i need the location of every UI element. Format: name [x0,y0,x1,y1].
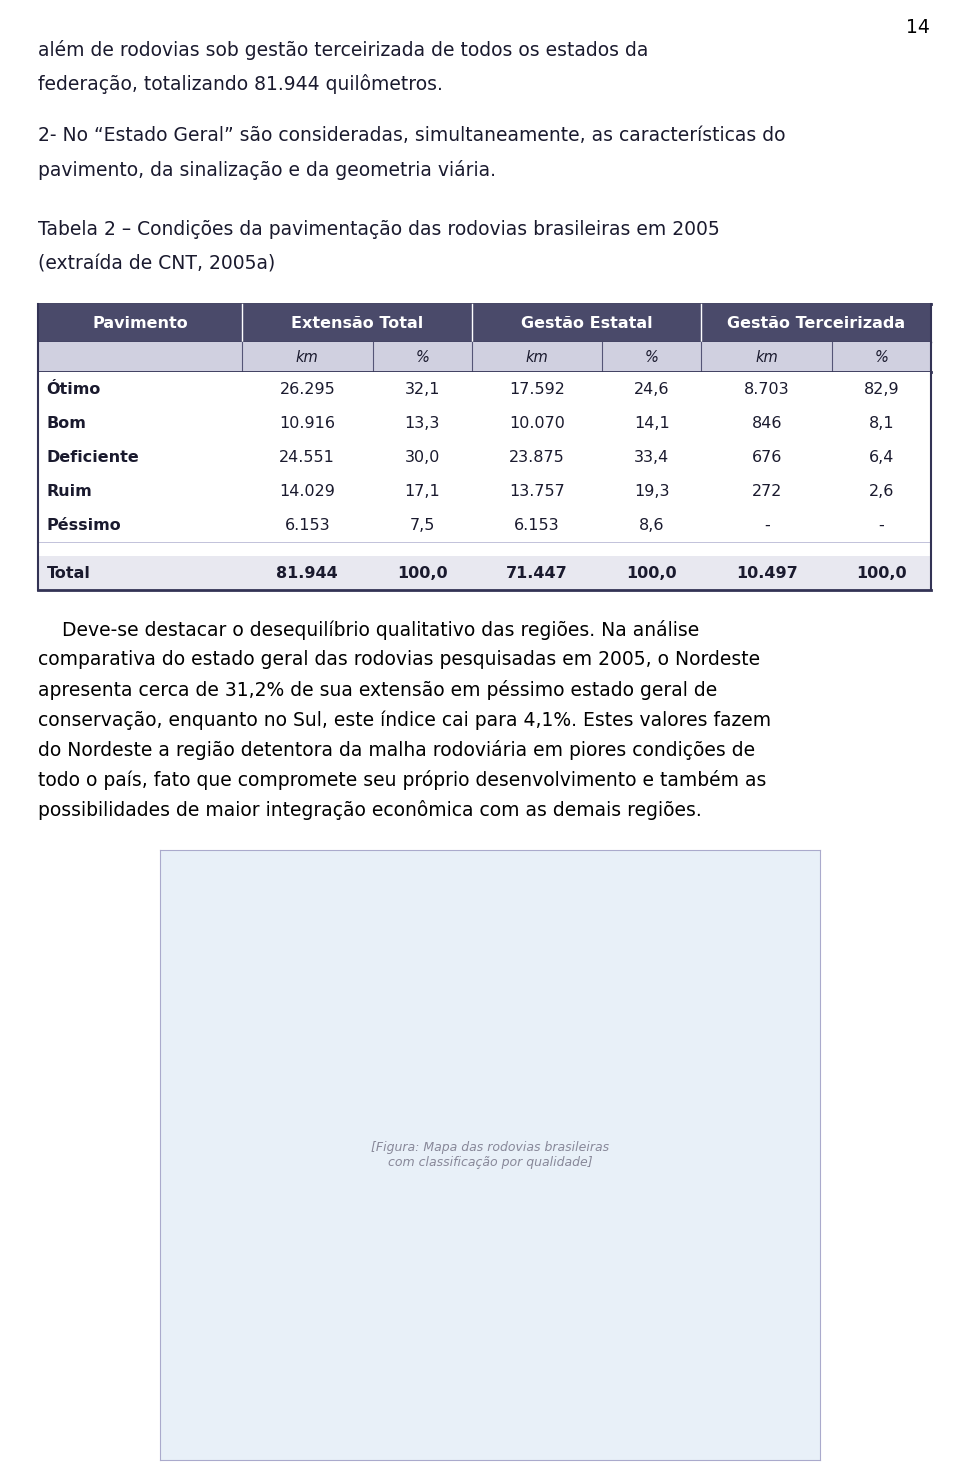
Text: federação, totalizando 81.944 quilômetros.: federação, totalizando 81.944 quilômetro… [38,74,444,94]
Text: conservação, enquanto no Sul, este índice cai para 4,1%. Estes valores fazem: conservação, enquanto no Sul, este índic… [38,710,772,730]
Text: 676: 676 [752,450,782,465]
Text: 846: 846 [752,415,782,431]
Text: 2- No “Estado Geral” são consideradas, simultaneamente, as características do: 2- No “Estado Geral” são consideradas, s… [38,127,786,146]
Text: Deve-se destacar o desequilíbrio qualitativo das regiões. Na análise: Deve-se destacar o desequilíbrio qualita… [38,619,700,640]
Bar [38,507,931,541]
Text: km: km [756,350,779,365]
Text: 2,6: 2,6 [869,484,895,499]
Text: 17.592: 17.592 [509,381,564,397]
Text: 24,6: 24,6 [635,381,670,397]
Text: 100,0: 100,0 [856,565,907,581]
Bar [38,372,931,406]
Text: 100,0: 100,0 [396,565,447,581]
Text: %: % [875,350,889,365]
Bar [160,850,820,1461]
Text: Péssimo: Péssimo [46,518,121,533]
Text: 8,6: 8,6 [639,518,664,533]
Text: 13,3: 13,3 [404,415,440,431]
Text: %: % [645,350,659,365]
Text: 14.029: 14.029 [279,484,335,499]
Text: 8,1: 8,1 [869,415,895,431]
Text: pavimento, da sinalização e da geometria viária.: pavimento, da sinalização e da geometria… [38,160,496,179]
Text: além de rodovias sob gestão terceirizada de todos os estados da: além de rodovias sob gestão terceirizada… [38,40,649,60]
Text: 8.703: 8.703 [744,381,789,397]
Text: km: km [526,350,548,365]
Text: 272: 272 [752,484,782,499]
Text: 82,9: 82,9 [864,381,900,397]
Text: 6.153: 6.153 [284,518,330,533]
Text: -: - [878,518,884,533]
Text: Ruim: Ruim [46,484,92,499]
Text: km: km [296,350,319,365]
Text: Ótimo: Ótimo [46,381,101,397]
Text: Total: Total [46,565,90,581]
Text: 17,1: 17,1 [404,484,440,499]
Text: do Nordeste a região detentora da malha rodoviária em piores condições de: do Nordeste a região detentora da malha … [38,740,756,761]
Bar [38,304,931,341]
Text: 24.551: 24.551 [279,450,335,465]
Text: 10.070: 10.070 [509,415,564,431]
Text: Tabela 2 – Condições da pavimentação das rodovias brasileiras em 2005: Tabela 2 – Condições da pavimentação das… [38,221,720,238]
Text: 14,1: 14,1 [634,415,670,431]
Bar [38,556,931,590]
Bar [38,341,931,372]
Text: 19,3: 19,3 [635,484,670,499]
Text: [Figura: Mapa das rodovias brasileiras
com classificação por qualidade]: [Figura: Mapa das rodovias brasileiras c… [371,1141,609,1169]
Text: 33,4: 33,4 [635,450,669,465]
Text: 7,5: 7,5 [410,518,435,533]
Text: %: % [416,350,429,365]
Text: 100,0: 100,0 [627,565,677,581]
Text: Gestão Estatal: Gestão Estatal [520,315,653,331]
Text: 13.757: 13.757 [509,484,564,499]
Text: 26.295: 26.295 [279,381,335,397]
Text: 14: 14 [906,18,930,37]
Text: 32,1: 32,1 [404,381,440,397]
Bar [38,406,931,440]
Text: 6,4: 6,4 [869,450,895,465]
Text: Deficiente: Deficiente [46,450,139,465]
Text: possibilidades de maior integração econômica com as demais regiões.: possibilidades de maior integração econô… [38,800,702,819]
Text: 10.916: 10.916 [279,415,335,431]
Bar [38,474,931,507]
Text: 6.153: 6.153 [515,518,560,533]
Text: (extraída de CNT, 2005a): (extraída de CNT, 2005a) [38,254,276,274]
Text: 81.944: 81.944 [276,565,338,581]
Text: 30,0: 30,0 [404,450,440,465]
Text: apresenta cerca de 31,2% de sua extensão em péssimo estado geral de: apresenta cerca de 31,2% de sua extensão… [38,680,718,700]
Text: comparativa do estado geral das rodovias pesquisadas em 2005, o Nordeste: comparativa do estado geral das rodovias… [38,650,760,669]
Text: Pavimento: Pavimento [92,315,188,331]
Text: todo o país, fato que compromete seu próprio desenvolvimento e também as: todo o país, fato que compromete seu pró… [38,769,767,790]
Text: 71.447: 71.447 [506,565,568,581]
Text: 23.875: 23.875 [509,450,564,465]
Text: 10.497: 10.497 [736,565,798,581]
Bar [38,440,931,474]
Text: Bom: Bom [46,415,86,431]
Text: Extensão Total: Extensão Total [291,315,423,331]
Text: -: - [764,518,770,533]
Text: Gestão Terceirizada: Gestão Terceirizada [728,315,905,331]
